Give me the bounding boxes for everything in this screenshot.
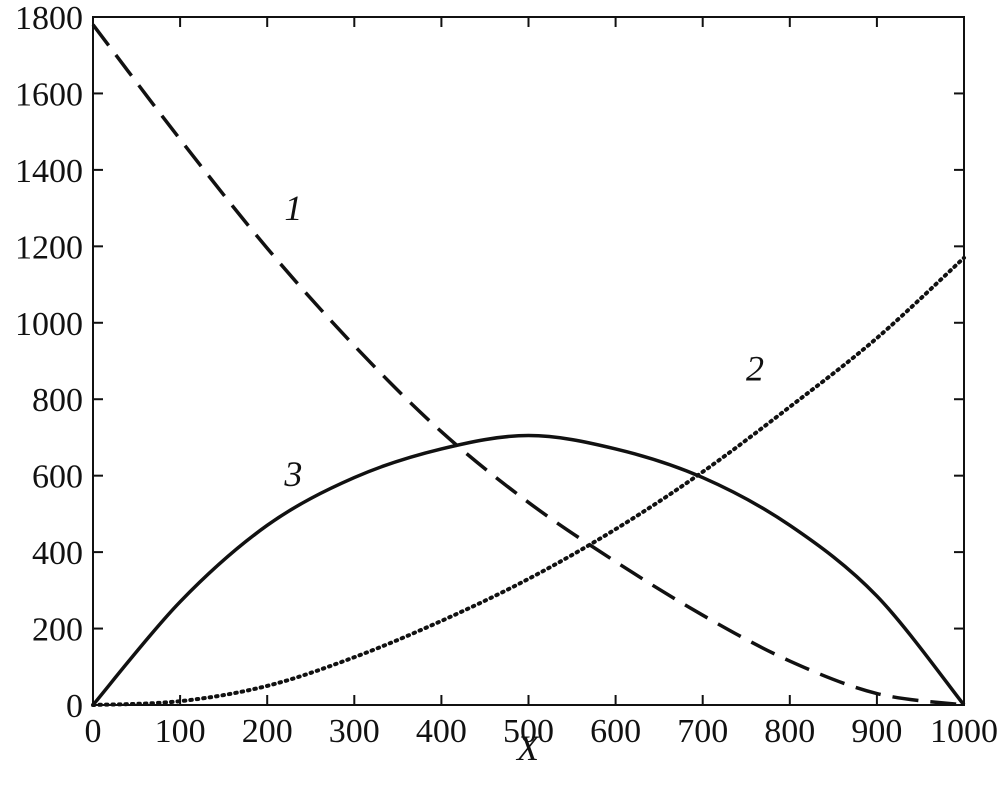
series-3-label: 3 bbox=[283, 454, 302, 494]
x-tick-label: 100 bbox=[155, 713, 206, 750]
y-tick-label: 1000 bbox=[15, 306, 83, 343]
x-tick-label: 400 bbox=[416, 713, 467, 750]
y-tick-label: 400 bbox=[32, 535, 83, 572]
plot-frame bbox=[92, 16, 965, 706]
y-tick-label: 1200 bbox=[15, 229, 83, 266]
y-tick-label: 600 bbox=[32, 459, 83, 496]
x-tick-label: 900 bbox=[851, 713, 902, 750]
y-axis-ticks: 0 200 400 600 800 1000 1200 1400 1600 1800 bbox=[15, 0, 964, 725]
series-2-label: 2 bbox=[746, 349, 764, 389]
series-3-line bbox=[91, 433, 966, 707]
y-tick-label: 0 bbox=[66, 688, 83, 725]
y-tick-label: 1400 bbox=[15, 153, 83, 190]
series-labels: 1 2 3 bbox=[283, 188, 764, 494]
x-axis-title: X bbox=[515, 728, 541, 768]
x-tick-label: 600 bbox=[590, 713, 641, 750]
series-1-label: 1 bbox=[284, 188, 302, 228]
x-tick-label: 500 bbox=[503, 713, 554, 750]
series-1-line bbox=[91, 23, 965, 707]
x-tick-label: 800 bbox=[764, 713, 815, 750]
x-axis-ticks: 0 100 200 300 400 500 600 700 800 900 1000 bbox=[85, 17, 998, 750]
x-tick-label: 0 bbox=[85, 713, 102, 750]
x-tick-label: 1000 bbox=[930, 713, 998, 750]
series-2-line bbox=[91, 255, 966, 707]
y-tick-label: 800 bbox=[32, 382, 83, 419]
y-tick-label: 1800 bbox=[15, 0, 83, 37]
x-tick-label: 200 bbox=[242, 713, 293, 750]
x-tick-label: 700 bbox=[677, 713, 728, 750]
series-lines bbox=[91, 23, 966, 707]
y-tick-label: 1600 bbox=[15, 76, 83, 113]
x-tick-label: 300 bbox=[329, 713, 380, 750]
y-tick-label: 200 bbox=[32, 612, 83, 649]
